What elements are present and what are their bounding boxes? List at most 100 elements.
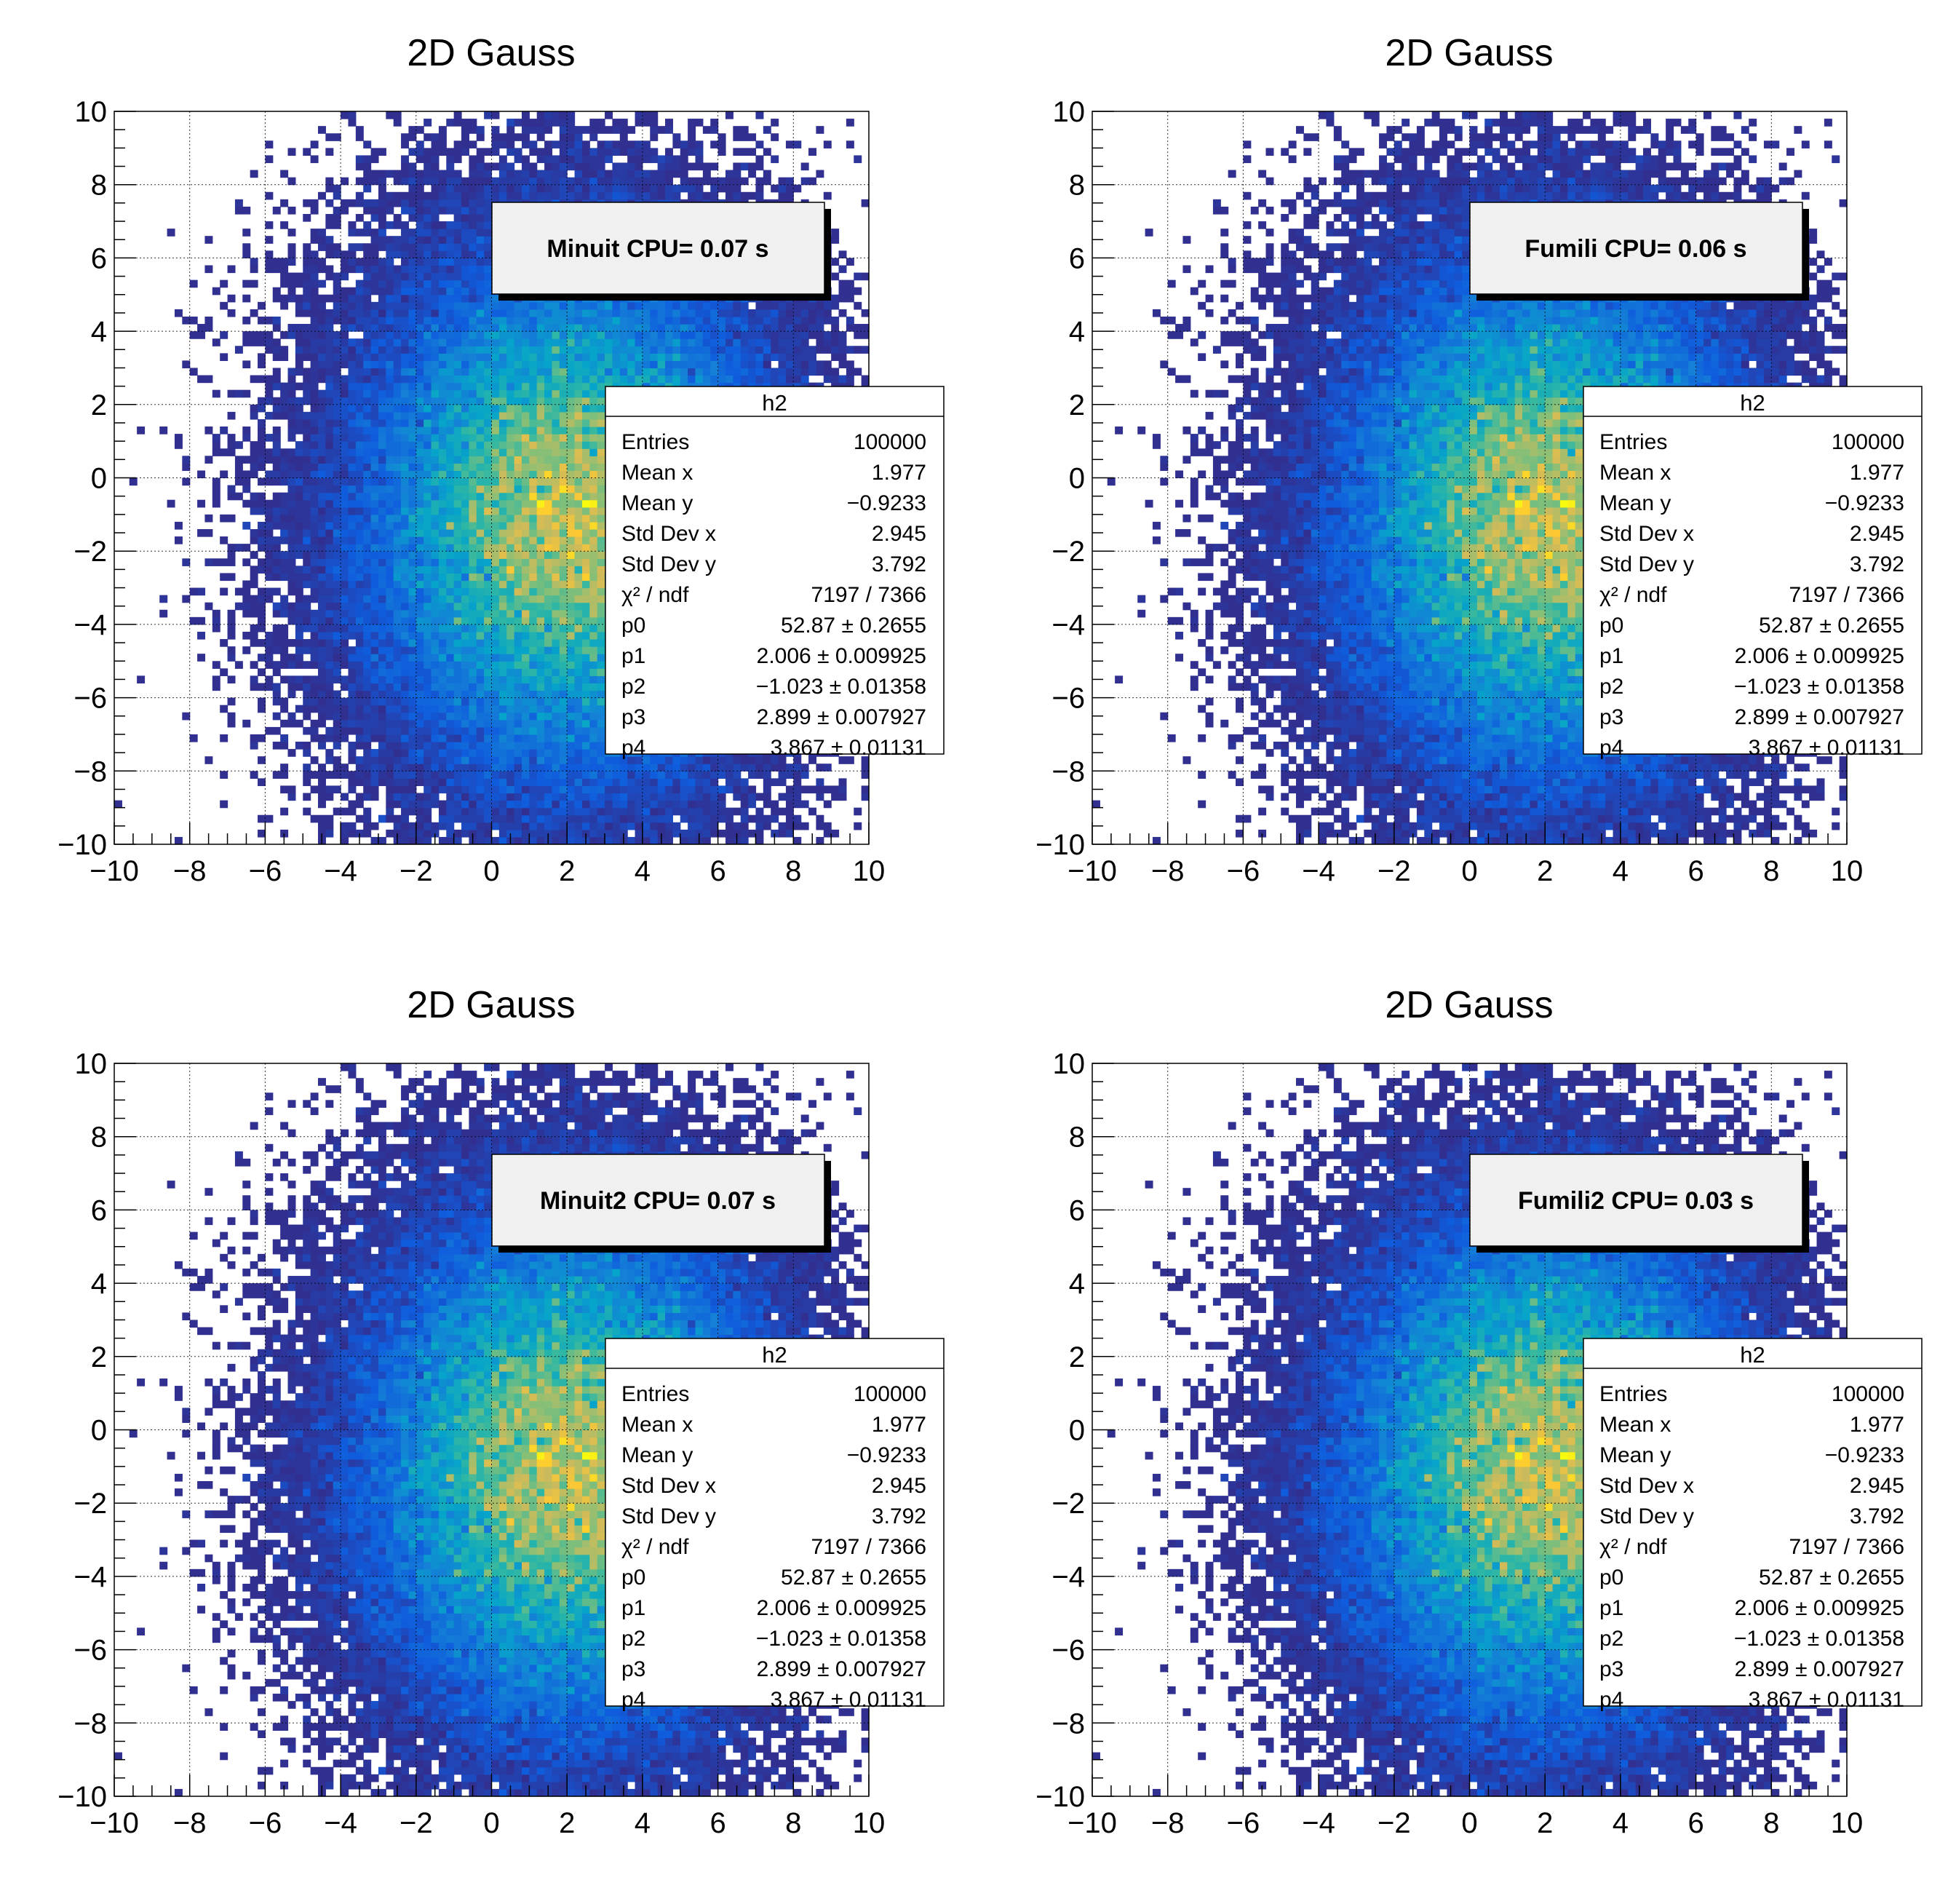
heatmap-cell bbox=[317, 544, 326, 552]
heatmap-cell bbox=[370, 639, 379, 647]
heatmap-cell bbox=[416, 463, 424, 472]
heatmap-cell bbox=[498, 499, 507, 508]
heatmap-cell bbox=[498, 389, 507, 398]
heatmap-cell bbox=[310, 616, 319, 625]
heatmap-cell bbox=[416, 375, 424, 384]
heatmap-cell bbox=[506, 528, 515, 537]
heatmap-cell bbox=[581, 492, 590, 501]
heatmap-cell bbox=[544, 375, 553, 384]
heatmap-cell bbox=[552, 602, 560, 611]
heatmap-cell bbox=[438, 499, 447, 508]
heatmap-cell bbox=[763, 368, 771, 376]
heatmap-cell bbox=[431, 668, 440, 676]
heatmap-cell bbox=[363, 499, 372, 508]
heatmap-cell bbox=[453, 836, 462, 845]
heatmap-cell bbox=[521, 360, 530, 369]
heatmap-cell bbox=[438, 470, 447, 479]
heatmap-cell bbox=[295, 499, 303, 508]
heatmap-cell bbox=[559, 551, 568, 559]
heatmap-cell bbox=[491, 566, 500, 574]
heatmap-cell bbox=[416, 661, 424, 669]
heatmap-cell bbox=[220, 734, 228, 742]
heatmap-cell bbox=[854, 368, 862, 376]
heatmap-cell bbox=[393, 793, 402, 801]
heatmap-cell bbox=[612, 829, 621, 838]
heatmap-cell bbox=[567, 536, 576, 544]
heatmap-cell bbox=[559, 675, 568, 684]
heatmap-cell bbox=[469, 726, 477, 735]
heatmap-cell bbox=[619, 807, 628, 816]
heatmap-cell bbox=[484, 646, 493, 654]
heatmap-cell bbox=[348, 719, 357, 728]
heatmap-cell bbox=[341, 697, 349, 706]
heatmap-cell bbox=[431, 397, 440, 405]
heatmap-cell bbox=[544, 705, 553, 713]
heatmap-cell bbox=[665, 368, 673, 376]
heatmap-cell bbox=[431, 763, 440, 771]
heatmap-cell bbox=[642, 368, 651, 376]
heatmap-cell bbox=[204, 602, 213, 611]
heatmap-cell bbox=[386, 609, 394, 618]
heatmap-cell bbox=[544, 742, 553, 750]
heatmap-cell bbox=[258, 756, 266, 764]
heatmap-cell bbox=[567, 470, 576, 479]
heatmap-cell bbox=[438, 536, 447, 544]
heatmap-cell bbox=[559, 654, 568, 662]
heatmap-cell bbox=[348, 712, 357, 721]
heatmap-cell bbox=[386, 397, 394, 405]
heatmap-cell bbox=[341, 404, 349, 413]
heatmap-cell bbox=[680, 778, 688, 787]
heatmap-cell bbox=[552, 434, 560, 442]
heatmap-cell bbox=[469, 683, 477, 691]
heatmap-cell bbox=[574, 580, 583, 589]
heatmap-cell bbox=[295, 719, 303, 728]
heatmap-cell bbox=[688, 785, 696, 794]
heatmap-cell bbox=[258, 624, 266, 632]
heatmap-cell bbox=[514, 705, 522, 713]
heatmap-cell bbox=[287, 397, 296, 405]
heatmap-cell bbox=[521, 587, 530, 596]
heatmap-cell bbox=[370, 397, 379, 405]
heatmap-cell bbox=[424, 580, 432, 589]
heatmap-cell bbox=[386, 675, 394, 684]
heatmap-cell bbox=[438, 448, 447, 456]
heatmap-cell bbox=[831, 829, 840, 838]
heatmap-cell bbox=[287, 609, 296, 618]
heatmap-cell bbox=[559, 419, 568, 427]
heatmap-cell bbox=[408, 793, 417, 801]
heatmap-cell bbox=[310, 785, 319, 794]
heatmap-cell bbox=[536, 463, 545, 472]
heatmap-cell bbox=[529, 411, 538, 420]
heatmap-cell bbox=[295, 448, 303, 456]
heatmap-cell bbox=[438, 382, 447, 391]
heatmap-cell bbox=[310, 609, 319, 618]
heatmap-cell bbox=[785, 375, 794, 384]
heatmap-cell bbox=[536, 793, 545, 801]
heatmap-cell bbox=[589, 397, 598, 405]
heatmap-cell bbox=[567, 639, 576, 647]
heatmap-cell bbox=[567, 427, 576, 435]
heatmap-cell bbox=[740, 756, 749, 764]
heatmap-cell bbox=[348, 499, 357, 508]
heatmap-cell bbox=[597, 528, 605, 537]
heatmap-cell bbox=[280, 463, 289, 472]
heatmap-cell bbox=[642, 822, 651, 830]
heatmap-cell bbox=[574, 427, 583, 435]
heatmap-cell bbox=[325, 419, 334, 427]
heatmap-cell bbox=[688, 829, 696, 838]
heatmap-cell bbox=[295, 639, 303, 647]
heatmap-cell bbox=[785, 829, 794, 838]
heatmap-cell bbox=[469, 595, 477, 603]
heatmap-cell bbox=[341, 375, 349, 384]
heatmap-cell bbox=[498, 661, 507, 669]
heatmap-cell bbox=[416, 397, 424, 405]
heatmap-cell bbox=[348, 558, 357, 566]
heatmap-cell bbox=[581, 389, 590, 398]
heatmap-cell bbox=[506, 697, 515, 706]
heatmap-cell bbox=[559, 595, 568, 603]
heatmap-cell bbox=[514, 448, 522, 456]
heatmap-cell bbox=[665, 763, 673, 771]
heatmap-cell bbox=[536, 499, 545, 508]
heatmap-cell bbox=[688, 793, 696, 801]
heatmap-cell bbox=[536, 807, 545, 816]
